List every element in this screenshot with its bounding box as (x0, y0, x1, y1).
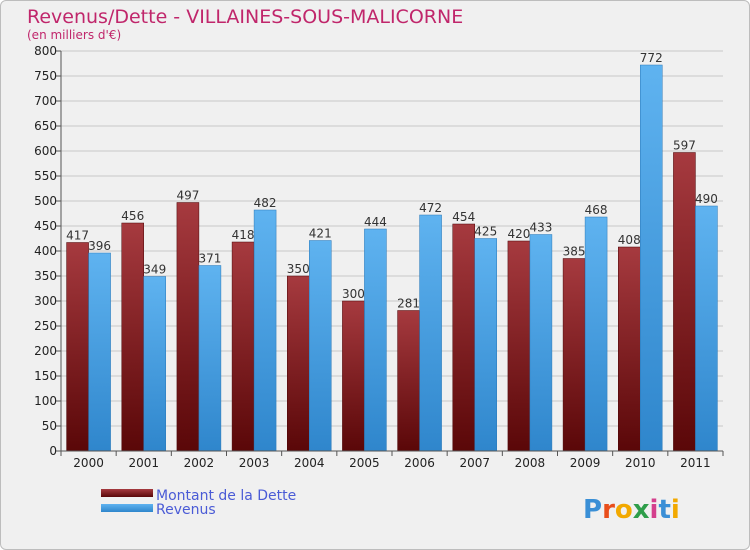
bars: 417 456 497 418 350 300 281 454 420 385 408 597 396 3… (66, 51, 718, 452)
bar-revenus (695, 205, 718, 452)
y-axis: 0 50 100 150 200 250 300 350 400 450 500 550 600 650 7… (34, 44, 62, 458)
bar-dette (342, 300, 365, 452)
bar-revenus (474, 238, 497, 452)
x-tick-label: 2003 (239, 456, 270, 470)
bar-dette (287, 275, 310, 452)
y-tick-label: 300 (34, 294, 57, 308)
bar-revenus (88, 252, 111, 452)
y-tick-label: 150 (34, 369, 57, 383)
y-tick-label: 750 (34, 69, 57, 83)
data-label-dette: 497 (176, 189, 199, 203)
data-label-revenus: 772 (640, 51, 663, 65)
data-label-revenus: 433 (529, 221, 552, 235)
y-tick-label: 800 (34, 44, 57, 58)
proxiti-logo: Proxiti (583, 495, 680, 525)
data-label-revenus: 490 (695, 192, 718, 206)
y-tick-label: 450 (34, 219, 57, 233)
proxiti-logo-text: Proxiti (583, 495, 680, 525)
legend: Montant de la Dette Revenus (101, 488, 296, 518)
legend-swatch-dette (101, 489, 153, 497)
y-tick-label: 650 (34, 119, 57, 133)
bar-revenus (309, 240, 332, 452)
data-label-dette: 408 (618, 233, 641, 247)
data-label-revenus: 371 (198, 252, 221, 266)
data-label-revenus: 444 (364, 215, 387, 229)
grid-lines (61, 50, 723, 452)
bar-dette (397, 310, 420, 452)
bar-revenus (364, 228, 387, 452)
bar-revenus (584, 216, 608, 452)
y-tick-label: 350 (34, 269, 57, 283)
x-tick-label: 2009 (570, 456, 601, 470)
bar-dette (452, 223, 475, 452)
legend-label-dette: Montant de la Dette (156, 488, 296, 504)
y-tick-label: 400 (34, 244, 57, 258)
bar-dette (176, 202, 200, 452)
x-tick-label: 2000 (73, 456, 104, 470)
x-tick-label: 2005 (349, 456, 380, 470)
x-tick-label: 2010 (625, 456, 656, 470)
data-label-dette: 385 (563, 245, 586, 259)
y-tick-label: 600 (34, 144, 57, 158)
x-tick-label: 2001 (128, 456, 159, 470)
bar-revenus (529, 234, 553, 452)
data-label-dette: 300 (342, 287, 365, 301)
y-tick-label: 0 (49, 444, 57, 458)
data-label-dette: 417 (66, 229, 89, 243)
data-label-revenus: 468 (585, 203, 608, 217)
data-label-dette: 454 (452, 210, 475, 224)
bar-dette (673, 152, 696, 452)
legend-label-revenus: Revenus (156, 502, 216, 518)
data-label-dette: 456 (121, 209, 144, 223)
bar-revenus (419, 214, 442, 452)
x-tick-label: 2002 (184, 456, 215, 470)
data-label-revenus: 421 (309, 227, 332, 241)
bar-dette (562, 258, 586, 452)
x-tick-label: 2007 (459, 456, 490, 470)
bar-dette (618, 246, 641, 452)
y-tick-label: 250 (34, 319, 57, 333)
data-label-revenus: 482 (254, 196, 277, 210)
data-label-dette: 281 (397, 297, 420, 311)
x-tick-label: 2008 (515, 456, 546, 470)
y-tick-label: 700 (34, 94, 57, 108)
data-label-dette: 597 (673, 139, 696, 153)
data-label-revenus: 425 (474, 225, 497, 239)
data-label-dette: 420 (507, 227, 530, 241)
y-tick-label: 500 (34, 194, 57, 208)
bar-revenus (640, 64, 663, 452)
data-label-revenus: 349 (143, 263, 166, 277)
x-tick-label: 2011 (680, 456, 711, 470)
data-label-revenus: 396 (88, 239, 111, 253)
bar-dette (231, 241, 255, 452)
legend-swatch-revenus (101, 504, 153, 512)
y-tick-label: 50 (42, 419, 57, 433)
bar-dette (507, 240, 531, 452)
x-tick-label: 2004 (294, 456, 325, 470)
bar-revenus (253, 209, 277, 452)
data-label-dette: 350 (287, 262, 310, 276)
y-tick-label: 100 (34, 394, 57, 408)
chart-subtitle: (en milliers d'€) (27, 28, 121, 42)
y-tick-label: 550 (34, 169, 57, 183)
bar-dette (121, 222, 144, 452)
bar-dette (66, 242, 89, 452)
chart-title: Revenus/Dette - VILLAINES-SOUS-MALICORNE (27, 6, 463, 28)
y-tick-label: 200 (34, 344, 57, 358)
bar-revenus (198, 265, 222, 452)
x-tick-label: 2006 (404, 456, 435, 470)
data-label-revenus: 472 (419, 201, 442, 215)
bar-revenus (143, 276, 166, 452)
data-label-dette: 418 (232, 228, 255, 242)
x-axis: 2000 2001 2002 2003 2004 2005 2006 2007 2008 2009… (60, 450, 724, 470)
